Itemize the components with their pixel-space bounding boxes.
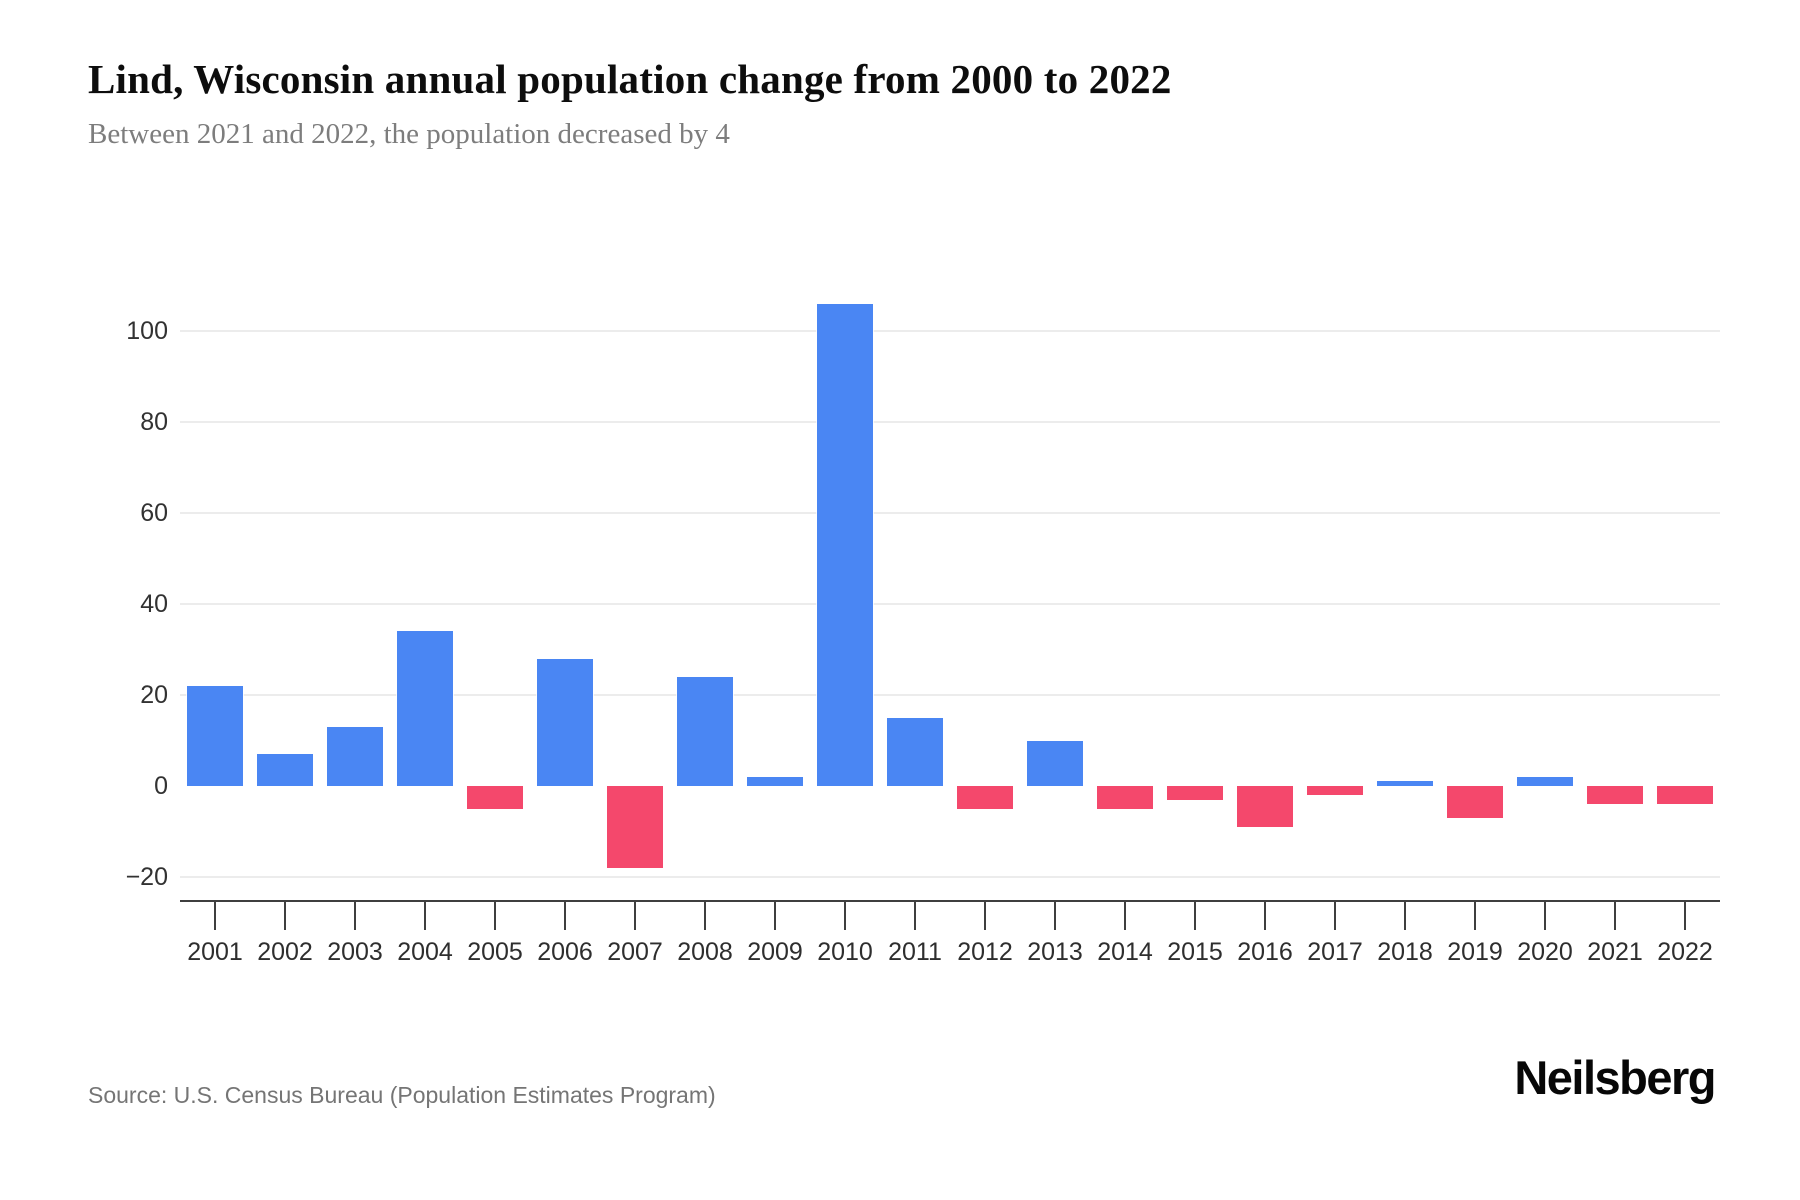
gridline-80 — [180, 421, 1720, 423]
x-axis-tick-2018 — [1404, 902, 1406, 930]
x-axis-line — [180, 900, 1720, 902]
bar-2006 — [537, 658, 593, 786]
y-axis-label-60: 60 — [140, 499, 168, 527]
x-axis-label-2008: 2008 — [677, 938, 733, 966]
bar-2015 — [1167, 786, 1223, 800]
bar-2007 — [607, 786, 663, 868]
gridline--20 — [180, 876, 1720, 878]
bar-2010 — [817, 303, 873, 786]
x-axis-tick-2005 — [494, 902, 496, 930]
x-axis-tick-2004 — [424, 902, 426, 930]
x-axis-tick-2009 — [774, 902, 776, 930]
x-axis-tick-2012 — [984, 902, 986, 930]
x-axis-tick-2003 — [354, 902, 356, 930]
bar-2014 — [1097, 786, 1153, 809]
x-axis-tick-2008 — [704, 902, 706, 930]
y-axis-label-100: 100 — [126, 317, 168, 345]
gridline-60 — [180, 512, 1720, 514]
bar-2012 — [957, 786, 1013, 809]
x-axis-label-2009: 2009 — [747, 938, 803, 966]
x-axis-label-2004: 2004 — [397, 938, 453, 966]
x-axis-tick-2022 — [1684, 902, 1686, 930]
x-axis-tick-2016 — [1264, 902, 1266, 930]
x-axis-tick-2002 — [284, 902, 286, 930]
bar-2005 — [467, 786, 523, 809]
brand-logo: Neilsberg — [1514, 1051, 1716, 1104]
x-axis-tick-2006 — [564, 902, 566, 930]
x-axis-tick-2021 — [1614, 902, 1616, 930]
bar-2001 — [187, 685, 243, 786]
bar-2011 — [887, 717, 943, 786]
x-axis-tick-2001 — [214, 902, 216, 930]
x-axis-tick-2013 — [1054, 902, 1056, 930]
x-axis-tick-2017 — [1334, 902, 1336, 930]
bar-2022 — [1657, 786, 1713, 805]
gridline-20 — [180, 694, 1720, 696]
x-axis-tick-2019 — [1474, 902, 1476, 930]
bar-2020 — [1517, 776, 1573, 786]
x-axis-label-2016: 2016 — [1237, 938, 1293, 966]
bar-2013 — [1027, 740, 1083, 786]
x-axis-tick-2015 — [1194, 902, 1196, 930]
x-axis-label-2020: 2020 — [1517, 938, 1573, 966]
x-axis-label-2015: 2015 — [1167, 938, 1223, 966]
chart-subtitle: Between 2021 and 2022, the population de… — [88, 118, 730, 150]
bar-2021 — [1587, 786, 1643, 805]
source-text: Source: U.S. Census Bureau (Population E… — [88, 1082, 716, 1108]
x-axis-label-2006: 2006 — [537, 938, 593, 966]
x-axis-label-2001: 2001 — [187, 938, 243, 966]
bar-2009 — [747, 776, 803, 786]
x-axis-label-2022: 2022 — [1657, 938, 1713, 966]
gridline-100 — [180, 330, 1720, 332]
x-axis-label-2007: 2007 — [607, 938, 663, 966]
bar-2016 — [1237, 786, 1293, 827]
x-axis-tick-2014 — [1124, 902, 1126, 930]
bar-2004 — [397, 631, 453, 786]
x-axis-label-2002: 2002 — [257, 938, 313, 966]
x-axis-label-2013: 2013 — [1027, 938, 1083, 966]
bar-2002 — [257, 754, 313, 786]
y-axis-label-20: 20 — [140, 681, 168, 709]
x-axis-tick-2010 — [844, 902, 846, 930]
y-axis-label--20: −20 — [125, 863, 168, 891]
y-axis-label-40: 40 — [140, 590, 168, 618]
bar-2003 — [327, 726, 383, 786]
gridline-40 — [180, 603, 1720, 605]
x-axis-tick-2011 — [914, 902, 916, 930]
x-axis-label-2014: 2014 — [1097, 938, 1153, 966]
chart-title: Lind, Wisconsin annual population change… — [88, 56, 1172, 102]
x-axis-label-2021: 2021 — [1587, 938, 1643, 966]
x-axis-label-2012: 2012 — [957, 938, 1013, 966]
y-axis-label-0: 0 — [154, 772, 168, 800]
x-axis-tick-2020 — [1544, 902, 1546, 930]
x-axis-label-2018: 2018 — [1377, 938, 1433, 966]
bar-2018 — [1377, 781, 1433, 786]
x-axis-label-2017: 2017 — [1307, 938, 1363, 966]
x-axis-tick-2007 — [634, 902, 636, 930]
x-axis-label-2011: 2011 — [888, 938, 942, 966]
y-axis-label-80: 80 — [140, 408, 168, 436]
x-axis-label-2010: 2010 — [817, 938, 873, 966]
x-axis-label-2003: 2003 — [327, 938, 383, 966]
x-axis-label-2019: 2019 — [1447, 938, 1503, 966]
bar-2017 — [1307, 786, 1363, 796]
x-axis-label-2005: 2005 — [467, 938, 523, 966]
bar-2008 — [677, 676, 733, 786]
bar-2019 — [1447, 786, 1503, 818]
